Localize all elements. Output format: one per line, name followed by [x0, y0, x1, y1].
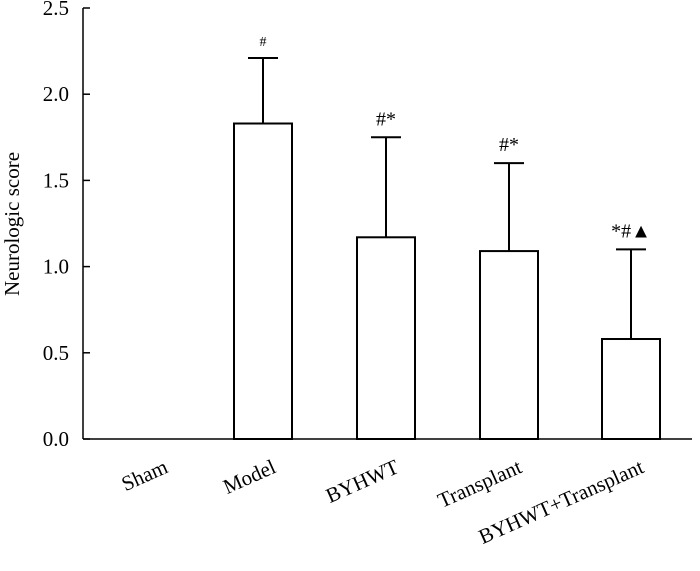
bars: # #* #* *#▲: [233, 35, 661, 441]
category-label: Transplant: [434, 454, 525, 512]
category-label: Model: [219, 454, 279, 498]
category-label: BYHWT: [322, 454, 402, 507]
y-tick-label: 0.0: [43, 427, 69, 451]
bar: [601, 338, 661, 440]
y-ticks: 0.0 0.5 1.0 1.5 2.0 2.5: [43, 0, 90, 451]
y-tick-label: 1.5: [43, 168, 69, 192]
bar: [479, 250, 539, 440]
y-tick-label: 1.0: [43, 255, 69, 279]
y-tick-label: 2.0: [43, 82, 69, 106]
bar: [356, 236, 416, 440]
y-axis-label: Neurologic score: [0, 152, 24, 296]
category-label: Sham: [118, 455, 171, 496]
y-tick-label: 2.5: [43, 0, 69, 20]
bar: [233, 122, 293, 441]
significance-annotation: #: [260, 35, 267, 50]
significance-annotation: *#▲: [611, 220, 651, 242]
significance-annotation: #*: [499, 134, 519, 156]
y-tick-label: 0.5: [43, 341, 69, 365]
significance-annotation: #*: [376, 108, 396, 130]
